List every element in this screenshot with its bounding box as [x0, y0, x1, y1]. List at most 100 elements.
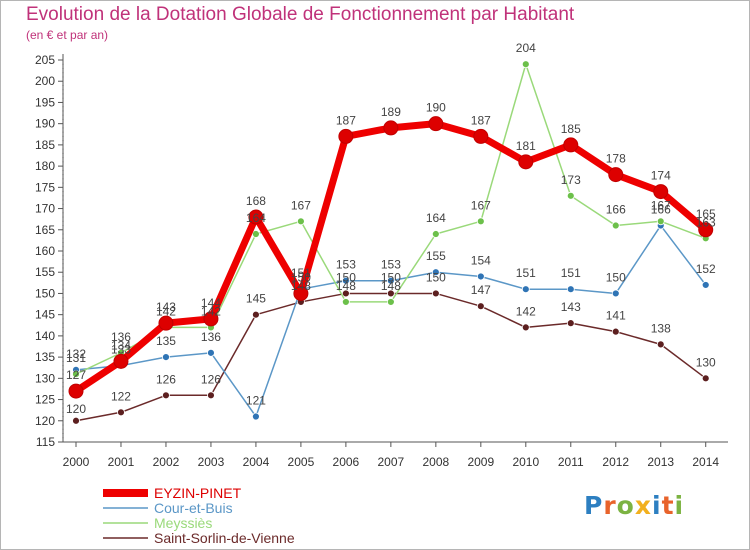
data-point — [293, 285, 309, 301]
data-label: 126 — [156, 372, 176, 386]
data-label: 134 — [111, 338, 131, 352]
logo-letter: r — [603, 491, 617, 520]
data-label: 151 — [561, 266, 581, 280]
y-tick-label: 190 — [35, 117, 55, 131]
x-tick-label: 2001 — [108, 455, 135, 469]
data-label: 204 — [516, 41, 536, 55]
data-point — [476, 217, 485, 226]
x-tick-label: 2009 — [467, 455, 494, 469]
data-label: 164 — [426, 211, 446, 225]
data-label: 166 — [651, 203, 671, 217]
data-label: 142 — [156, 304, 176, 318]
data-label: 150 — [381, 270, 401, 284]
data-point — [386, 298, 395, 306]
data-label: 190 — [426, 101, 446, 115]
data-label: 138 — [651, 321, 671, 335]
data-label: 147 — [471, 283, 491, 297]
data-point — [653, 184, 669, 200]
data-point — [158, 315, 174, 331]
data-label: 148 — [381, 279, 401, 293]
y-tick-label: 150 — [35, 286, 55, 300]
data-point — [203, 311, 219, 327]
data-point — [611, 221, 620, 230]
y-tick-label: 185 — [35, 138, 55, 152]
y-tick-label: 130 — [35, 371, 55, 385]
x-tick-label: 2010 — [512, 455, 539, 469]
data-point — [521, 323, 530, 332]
data-label: 142 — [516, 304, 536, 318]
x-tick-label: 2006 — [333, 455, 360, 469]
data-label: 165 — [696, 207, 716, 221]
data-label: 126 — [201, 372, 221, 386]
data-point — [563, 137, 579, 153]
data-label: 150 — [336, 270, 356, 284]
data-label: 133 — [111, 343, 131, 357]
chart-subtitle: (en € et par an) — [26, 28, 109, 42]
data-label: 187 — [471, 113, 491, 127]
data-label: 189 — [381, 105, 401, 119]
data-point — [611, 327, 620, 336]
data-point — [72, 416, 80, 425]
data-label: 150 — [606, 270, 626, 284]
data-label: 163 — [696, 215, 716, 229]
data-label: 131 — [66, 351, 86, 365]
data-point — [518, 154, 534, 170]
data-point — [431, 268, 440, 277]
data-label: 145 — [246, 292, 266, 306]
data-label: 148 — [291, 279, 311, 293]
data-point — [701, 281, 710, 289]
data-label: 135 — [156, 334, 176, 348]
data-point — [656, 340, 665, 349]
data-point — [566, 319, 575, 328]
data-label: 167 — [651, 198, 671, 212]
data-label: 155 — [426, 249, 446, 263]
data-point — [68, 383, 84, 399]
data-label: 153 — [336, 258, 356, 272]
data-point — [162, 391, 170, 400]
y-tick-label: 145 — [35, 308, 55, 322]
x-tick-label: 2002 — [153, 455, 180, 469]
data-point — [386, 276, 395, 285]
axes: 115 120 125 130 135 140 145 150 155 160 165 170 175 1… — [35, 53, 728, 469]
x-tick-label: 2005 — [288, 455, 315, 469]
data-point — [566, 191, 575, 200]
y-tick-label: 115 — [36, 435, 55, 449]
logo-letter: i — [674, 491, 685, 520]
data-label: 121 — [246, 394, 266, 408]
x-tick-label: 2003 — [198, 455, 225, 469]
data-label: 153 — [381, 258, 401, 272]
data-point — [296, 217, 305, 226]
data-label: 167 — [471, 198, 491, 212]
data-point — [611, 289, 620, 298]
data-point — [248, 209, 264, 225]
data-label: 136 — [111, 330, 131, 344]
data-point — [341, 298, 350, 306]
x-tick-label: 2014 — [692, 455, 719, 469]
data-point — [473, 128, 489, 144]
y-tick-label: 200 — [35, 74, 55, 88]
logo-letter: o — [616, 491, 635, 520]
data-point — [341, 276, 350, 285]
legend-label: EYZIN-PINET — [154, 485, 242, 501]
data-point — [207, 391, 215, 400]
data-label: 142 — [201, 304, 221, 318]
data-label: 174 — [651, 169, 671, 183]
data-point — [252, 412, 260, 421]
y-tick-label: 135 — [35, 350, 55, 364]
data-label: 143 — [156, 300, 176, 314]
data-point — [383, 120, 399, 136]
data-label: 167 — [291, 198, 311, 212]
data-point — [566, 285, 575, 294]
data-point — [113, 353, 129, 369]
data-point — [252, 310, 260, 319]
series-layer — [68, 60, 714, 425]
data-label: 127 — [66, 368, 86, 382]
y-tick-label: 165 — [35, 223, 55, 237]
data-point — [701, 374, 710, 383]
y-tick-label: 140 — [35, 329, 55, 343]
logo-letter: i — [652, 491, 662, 520]
x-tick-label: 2012 — [602, 455, 629, 469]
legend-label: Saint-Sorlin-de-Vienne — [154, 530, 295, 546]
